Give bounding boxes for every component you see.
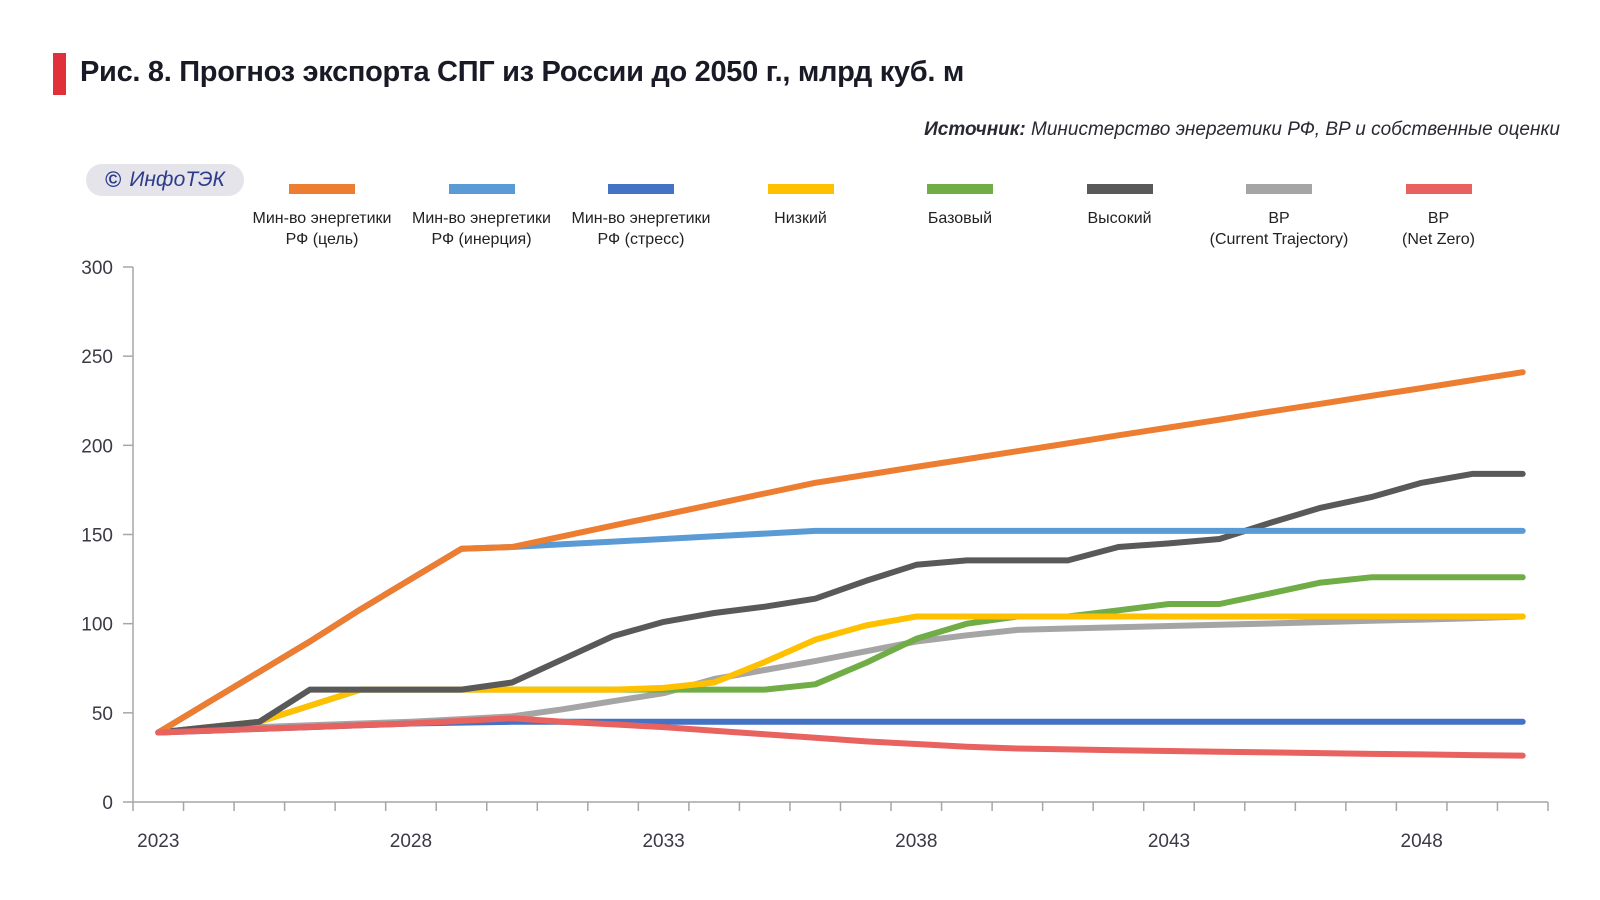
legend-item: Базовый	[878, 184, 1042, 229]
series-line	[155, 369, 1526, 736]
legend-label: BP (Net Zero)	[1402, 210, 1475, 248]
legend-item: BP (Current Trajectory)	[1197, 184, 1361, 250]
y-tick-label: 250	[81, 347, 113, 368]
y-tick-label: 300	[81, 258, 113, 279]
chart-legend: Мин-во энергетики РФ (цель) Мин-во энерге…	[240, 184, 1560, 254]
x-tick-label: 2043	[1148, 831, 1190, 852]
legend-label: Мин-во энергетики РФ (цель)	[252, 210, 392, 248]
legend-label: Мин-во энергетики РФ (инерция)	[412, 210, 551, 248]
legend-swatch	[1405, 184, 1472, 194]
legend-swatch	[767, 184, 834, 194]
legend-label: Низкий	[774, 210, 827, 227]
legend-item: Низкий	[719, 184, 883, 229]
copyright-icon: ©	[105, 167, 122, 192]
series-line	[155, 715, 1526, 759]
y-tick-label: 0	[102, 793, 113, 814]
legend-label: Высокий	[1087, 210, 1152, 227]
x-tick-label: 2033	[642, 831, 684, 852]
legend-item: Мин-во энергетики РФ (цель)	[240, 184, 404, 250]
y-tick-label: 100	[81, 615, 113, 636]
source-text: Министерство энергетики РФ, BP и собстве…	[1025, 119, 1560, 140]
series-line	[155, 470, 1526, 736]
x-tick-label: 2023	[137, 831, 179, 852]
legend-item: BP (Net Zero)	[1357, 184, 1521, 250]
source-label: Источник:	[924, 119, 1026, 140]
legend-swatch	[608, 184, 674, 194]
title-accent-bar	[53, 53, 66, 95]
legend-swatch	[1086, 184, 1153, 194]
legend-swatch	[289, 184, 355, 194]
chart-title: Рис. 8. Прогноз экспорта СПГ из России д…	[80, 56, 965, 88]
source-note: Источник: Министерство энергетики РФ, BP…	[924, 119, 1560, 141]
legend-swatch	[927, 184, 993, 194]
legend-label: BP (Current Trajectory)	[1209, 210, 1349, 248]
y-tick-label: 200	[81, 436, 113, 457]
badge-text: ИнфоТЭК	[129, 168, 225, 191]
legend-item: Высокий	[1038, 184, 1202, 229]
legend-label: Базовый	[927, 210, 993, 227]
x-tick-label: 2028	[390, 831, 432, 852]
legend-item: Мин-во энергетики РФ (инерция)	[400, 184, 564, 250]
legend-swatch	[1246, 184, 1312, 194]
x-tick-label: 2038	[895, 831, 937, 852]
infotek-badge: © ИнфоТЭК	[86, 164, 244, 196]
legend-item: Мин-во энергетики РФ (стресс)	[559, 184, 723, 250]
y-tick-label: 150	[81, 526, 113, 547]
legend-label: Мин-во энергетики РФ (стресс)	[571, 210, 711, 248]
y-tick-label: 50	[92, 704, 113, 725]
x-tick-label: 2048	[1401, 831, 1443, 852]
legend-swatch	[448, 184, 515, 194]
